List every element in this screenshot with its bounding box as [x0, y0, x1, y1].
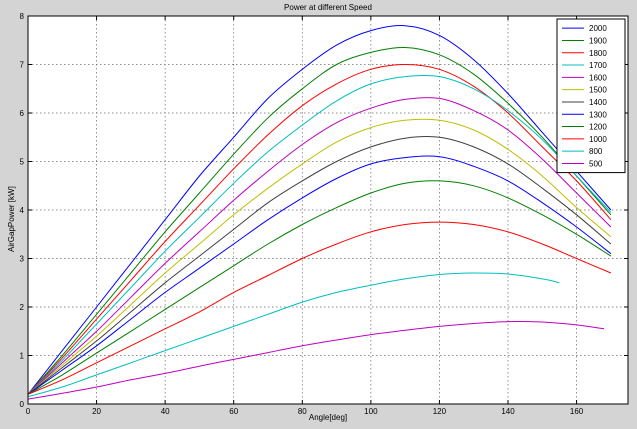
svg-text:5: 5 — [20, 158, 25, 167]
series-line-1600 — [28, 97, 612, 395]
tick-marks — [27, 15, 628, 405]
x-axis-label: Angle[deg] — [308, 413, 348, 422]
tick-labels: 0 20 40 60 80 100 120 140 160 0 1 2 3 4 5 6 7 8 — [20, 12, 584, 416]
series-line-500 — [28, 320, 605, 400]
legend-box — [556, 18, 626, 174]
series-line-1900 — [28, 46, 612, 395]
svg-text:8: 8 — [20, 12, 25, 21]
series-line-1700 — [28, 74, 612, 395]
legend: 2000 1900 1800 1700 1600 1500 1400 1300 1200 1000… — [556, 18, 626, 174]
svg-text:0: 0 — [20, 400, 25, 409]
svg-text:140: 140 — [501, 407, 515, 416]
series-line-1800 — [28, 63, 612, 395]
series-line-1000 — [28, 221, 612, 395]
chart-title: Power at different Speed — [284, 3, 372, 12]
svg-text:3: 3 — [20, 255, 25, 264]
legend-label-2000: 2000 — [589, 24, 607, 33]
series-line-800 — [28, 272, 560, 398]
series-line-1500 — [28, 118, 612, 395]
series-line-1300 — [28, 155, 612, 395]
svg-text:20: 20 — [92, 407, 101, 416]
svg-text:100: 100 — [364, 407, 378, 416]
legend-label-800: 800 — [589, 147, 603, 156]
svg-text:0: 0 — [26, 407, 31, 416]
legend-label-1600: 1600 — [589, 73, 607, 82]
svg-text:1: 1 — [20, 352, 25, 361]
legend-label-1800: 1800 — [589, 49, 607, 58]
legend-label-1900: 1900 — [589, 36, 607, 45]
legend-label-1300: 1300 — [589, 110, 607, 119]
legend-label-500: 500 — [589, 159, 603, 168]
svg-text:7: 7 — [20, 61, 25, 70]
legend-label-1400: 1400 — [589, 98, 607, 107]
svg-text:120: 120 — [433, 407, 447, 416]
series-curves — [28, 25, 612, 400]
series-line-1200 — [28, 180, 612, 395]
svg-text:60: 60 — [229, 407, 238, 416]
legend-label-1700: 1700 — [589, 61, 607, 70]
svg-text:160: 160 — [570, 407, 584, 416]
legend-label-1200: 1200 — [589, 123, 607, 132]
series-line-2000 — [28, 25, 612, 395]
svg-text:2: 2 — [20, 303, 25, 312]
svg-text:6: 6 — [20, 109, 25, 118]
svg-text:80: 80 — [298, 407, 307, 416]
series-line-1400 — [28, 136, 612, 395]
svg-text:4: 4 — [20, 206, 25, 215]
legend-label-1000: 1000 — [589, 135, 607, 144]
legend-label-1500: 1500 — [589, 86, 607, 95]
svg-text:40: 40 — [161, 407, 170, 416]
